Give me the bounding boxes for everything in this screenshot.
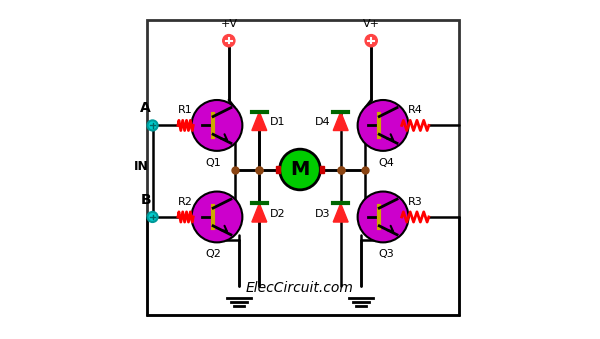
Text: R4: R4 bbox=[408, 105, 422, 115]
Bar bbox=[320, 166, 325, 173]
Text: V+: V+ bbox=[362, 19, 380, 29]
Circle shape bbox=[358, 100, 409, 151]
Circle shape bbox=[148, 212, 158, 222]
Bar bbox=[275, 166, 280, 173]
Text: Q2: Q2 bbox=[206, 249, 221, 259]
Circle shape bbox=[191, 100, 242, 151]
Text: B: B bbox=[140, 193, 151, 207]
Circle shape bbox=[191, 192, 242, 242]
Polygon shape bbox=[333, 203, 348, 222]
Circle shape bbox=[365, 35, 377, 47]
Text: IN: IN bbox=[134, 160, 149, 173]
Text: R2: R2 bbox=[178, 197, 193, 207]
Text: Q1: Q1 bbox=[206, 158, 221, 167]
Text: M: M bbox=[290, 160, 310, 179]
Circle shape bbox=[280, 149, 320, 190]
Text: D3: D3 bbox=[315, 208, 331, 219]
Circle shape bbox=[358, 192, 409, 242]
Text: ElecCircuit.com: ElecCircuit.com bbox=[246, 281, 354, 295]
Circle shape bbox=[223, 35, 235, 47]
Text: Q3: Q3 bbox=[379, 249, 394, 259]
Text: D4: D4 bbox=[315, 117, 331, 127]
Text: A: A bbox=[140, 101, 151, 115]
Text: D2: D2 bbox=[269, 208, 285, 219]
Text: +V: +V bbox=[220, 19, 238, 29]
FancyBboxPatch shape bbox=[148, 20, 460, 315]
Polygon shape bbox=[252, 203, 267, 222]
Circle shape bbox=[148, 120, 158, 131]
Text: Q4: Q4 bbox=[379, 158, 394, 167]
Polygon shape bbox=[333, 112, 348, 131]
Text: D1: D1 bbox=[269, 117, 285, 127]
Text: R1: R1 bbox=[178, 105, 193, 115]
Text: R3: R3 bbox=[408, 197, 422, 207]
Polygon shape bbox=[252, 112, 267, 131]
